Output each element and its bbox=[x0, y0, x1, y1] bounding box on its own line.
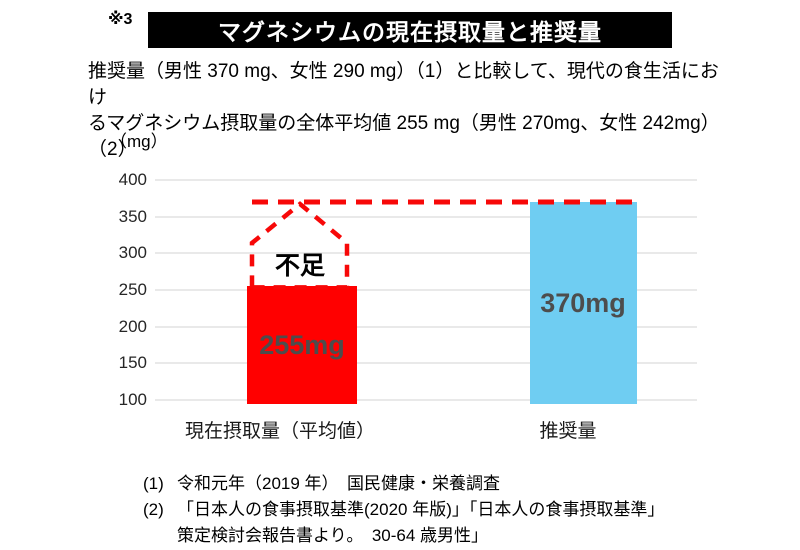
intro-line-2: るマグネシウム摂取量の全体平均値 255 mg（男性 270mg、女性 242m… bbox=[88, 113, 720, 160]
current-intake-bar: 255mg bbox=[247, 286, 357, 404]
intro-text: 推奨量（男性 370 mg、女性 290 mg）（1）と比較して、現代の食生活に… bbox=[88, 59, 728, 163]
reference-mark: ※3 bbox=[108, 11, 133, 28]
gridline bbox=[155, 252, 697, 255]
y-tick-label: 400 bbox=[118, 170, 147, 189]
y-axis-unit-label: （mg） bbox=[110, 132, 168, 151]
gridline bbox=[155, 215, 697, 218]
x-axis-category-label: 現在摂取量（平均値） bbox=[184, 421, 375, 442]
footnote-marker: (2) bbox=[143, 500, 164, 519]
gridline bbox=[155, 179, 697, 181]
y-tick-label: 100 bbox=[118, 390, 147, 409]
footnotes: (1) 令和元年（2019 年） 国民健康・栄養調査 (2) 「日本人の食事摂取基準(… bbox=[143, 471, 664, 549]
footnote-marker: (1) bbox=[143, 474, 164, 493]
bar-value-label: 370mg bbox=[540, 287, 626, 318]
intro-line-1: 推奨量（男性 370 mg、女性 290 mg）（1）と比較して、現代の食生活に… bbox=[88, 61, 719, 108]
footnote-row: 策定検討会報告書より。 30-64 歳男性」 bbox=[143, 523, 664, 549]
gridline bbox=[155, 399, 697, 401]
gridline bbox=[155, 362, 697, 365]
y-tick-label: 200 bbox=[118, 316, 147, 336]
page-title: マグネシウムの現在摂取量と推奨量 bbox=[218, 19, 602, 45]
gridline bbox=[155, 325, 697, 328]
y-tick-label: 300 bbox=[118, 243, 147, 263]
bar-value-label: 255mg bbox=[259, 329, 345, 360]
footnote-row: (1) 令和元年（2019 年） 国民健康・栄養調査 bbox=[143, 471, 664, 497]
footnote-row: (2) 「日本人の食事摂取基準(2020 年版)」「日本人の食事摂取基準」 bbox=[143, 497, 664, 523]
x-axis-category-label: 推奨量 bbox=[539, 421, 597, 442]
footnote-text: 策定検討会報告書より。 30-64 歳男性」 bbox=[177, 526, 489, 545]
shortage-label: 不足 bbox=[274, 252, 325, 280]
footnote-marker bbox=[143, 523, 177, 549]
y-tick-label: 150 bbox=[118, 353, 147, 373]
y-tick-label: 350 bbox=[118, 206, 147, 226]
footnote-text: 「日本人の食事摂取基準(2020 年版)」「日本人の食事摂取基準」 bbox=[177, 500, 665, 519]
recommended-bar: 370mg bbox=[529, 202, 637, 404]
y-tick-label: 250 bbox=[118, 280, 147, 299]
gridline bbox=[155, 289, 697, 291]
title-bar: マグネシウムの現在摂取量と推奨量 bbox=[148, 12, 672, 48]
footnote-text: 令和元年（2019 年） 国民健康・栄養調査 bbox=[177, 474, 501, 493]
